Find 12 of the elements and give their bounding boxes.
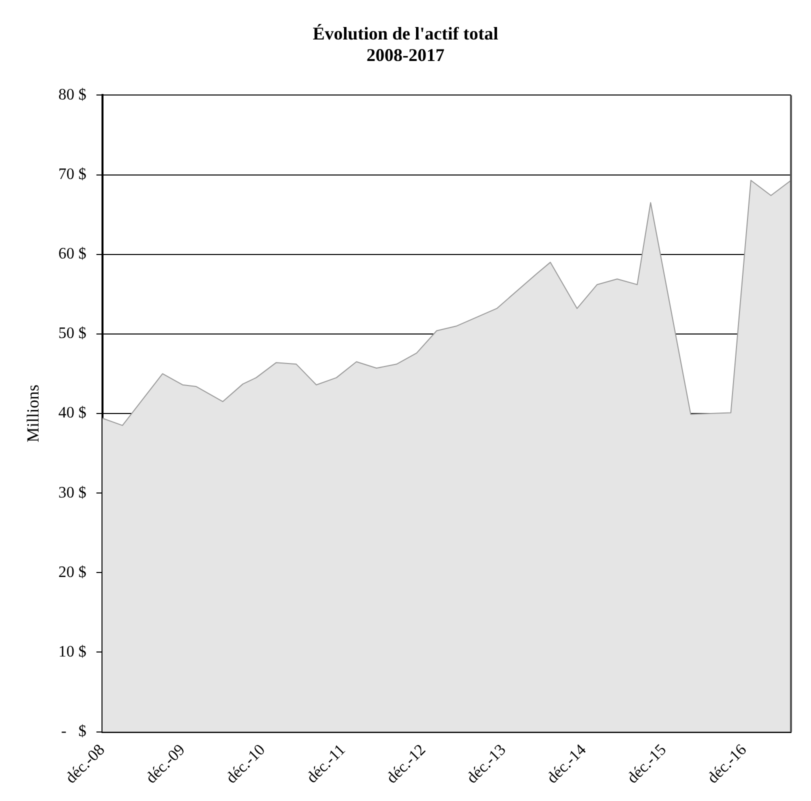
y-tick-label: 80 $ xyxy=(58,86,86,104)
y-tick-label: 40 $ xyxy=(58,404,86,422)
y-axis-title: Millions xyxy=(24,384,43,442)
y-tick-label: 20 $ xyxy=(58,564,86,581)
y-tick-label: 50 $ xyxy=(58,325,86,342)
y-tick-label: 10 $ xyxy=(58,643,86,660)
chart-title: Évolution de l'actif total xyxy=(312,23,498,44)
y-tick-label: 70 $ xyxy=(58,166,86,183)
y-tick-label: 60 $ xyxy=(58,246,86,263)
y-tick-label: - $ xyxy=(61,723,86,740)
chart-subtitle: 2008-2017 xyxy=(366,45,444,66)
y-tick-label: 30 $ xyxy=(58,484,86,502)
